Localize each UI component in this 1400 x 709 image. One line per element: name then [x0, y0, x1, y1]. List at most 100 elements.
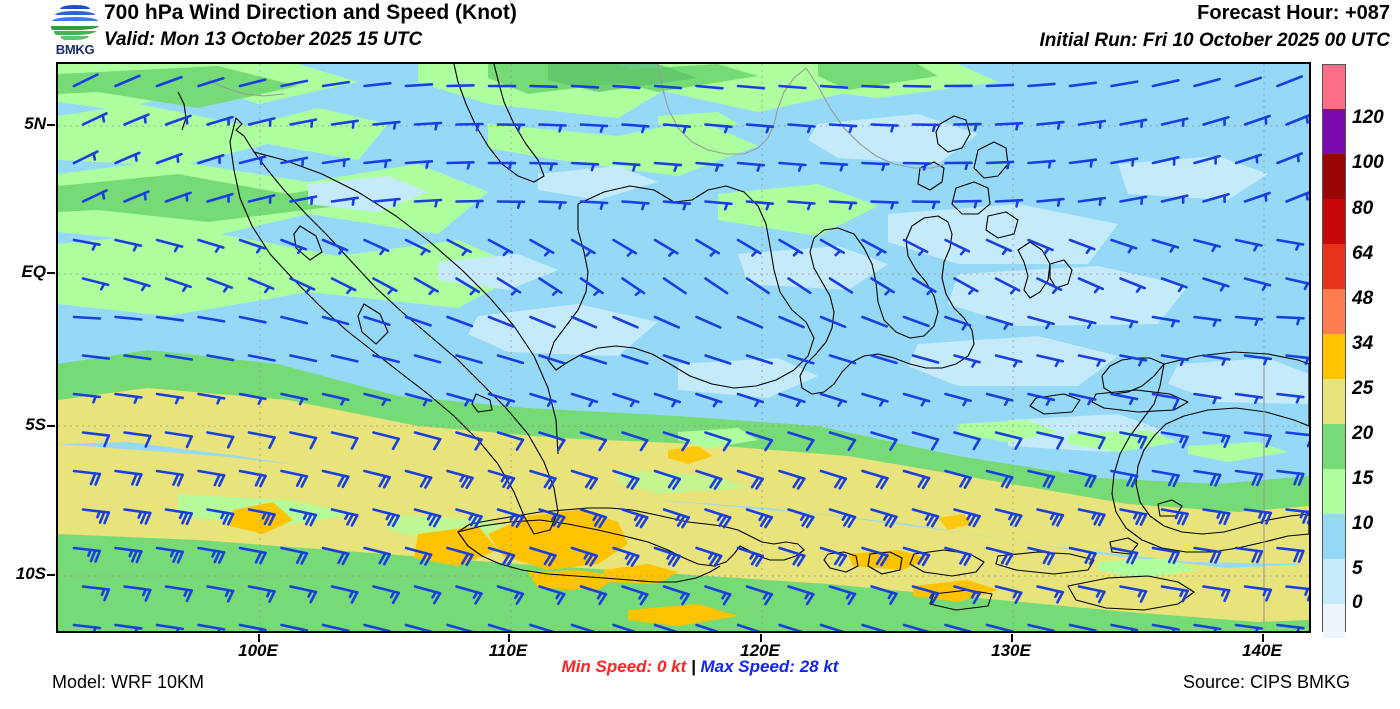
wind-barb	[1234, 546, 1264, 564]
wind-barb	[372, 431, 400, 451]
wind-barb	[155, 623, 184, 631]
wind-barb	[455, 431, 483, 451]
wind-barb	[695, 546, 723, 567]
wind-barb	[206, 431, 235, 449]
wind-barb	[944, 238, 971, 256]
wind-barb	[1110, 623, 1139, 631]
wind-barb	[787, 354, 815, 365]
wind-barb	[695, 84, 724, 90]
wind-barb	[1202, 508, 1231, 526]
wind-barb	[72, 546, 102, 563]
wind-barb	[1027, 238, 1054, 255]
wind-barb	[330, 277, 357, 295]
colorbar-label-20: 20	[1352, 423, 1374, 444]
wind-barb	[1077, 585, 1106, 604]
wind-barb	[985, 623, 1014, 631]
wind-barb	[612, 623, 637, 631]
wind-barb-layer	[72, 73, 1309, 631]
speed-fill-layer	[58, 64, 1309, 631]
bmkg-logo-text: BMKG	[55, 42, 95, 57]
wind-barb	[114, 469, 143, 487]
wind-barb	[164, 431, 193, 449]
wind-barb	[1202, 585, 1231, 603]
wind-barb	[123, 190, 150, 203]
wind-barb	[1234, 392, 1264, 404]
wind-barb	[114, 546, 143, 564]
wind-barb	[828, 431, 857, 452]
wind-barb	[206, 354, 235, 362]
wind-barb	[579, 431, 608, 452]
wind-barb	[570, 161, 600, 172]
wind-barb	[1151, 546, 1180, 565]
wind-barb	[538, 123, 567, 133]
wind-barb	[455, 508, 483, 528]
ylabel-10S: 10S	[15, 564, 46, 583]
colorbar-label-15: 15	[1352, 468, 1374, 489]
wind-barb	[953, 122, 982, 132]
wind-barb	[662, 508, 690, 529]
wind-barb	[446, 84, 475, 88]
wind-barb	[736, 315, 764, 329]
min-speed-value: 0 kt	[656, 657, 687, 676]
wind-barb	[787, 508, 815, 529]
wind-barb	[330, 508, 359, 527]
wind-barb	[280, 623, 309, 631]
xlabel-140E: 140E	[1242, 641, 1282, 660]
wind-barb	[446, 392, 474, 407]
wind-barb	[289, 118, 318, 128]
wind-barb	[330, 196, 359, 206]
wind-barb	[861, 546, 889, 567]
wind-barb	[819, 161, 849, 172]
wind-barb	[1036, 508, 1065, 527]
wind-barb	[819, 623, 845, 631]
wind-barb	[1276, 152, 1303, 165]
wind-barb	[496, 354, 525, 365]
xtick-110E	[508, 634, 510, 642]
wind-barb	[994, 585, 1023, 604]
colorbar-band-0-5	[1323, 559, 1345, 604]
wind-barb	[247, 194, 276, 204]
colorbar-label-5: 5	[1352, 558, 1363, 579]
colorbar-band-80-100	[1323, 154, 1345, 199]
wind-barb	[1068, 315, 1097, 329]
wind-barb	[1243, 585, 1273, 602]
wind-barb	[123, 585, 152, 602]
wind-barb	[1202, 354, 1231, 366]
wind-barb	[247, 585, 276, 603]
wind-barb	[247, 354, 276, 362]
colorbar-band-48-64	[1323, 244, 1345, 289]
wind-barb	[164, 114, 192, 126]
wind-barb	[1243, 114, 1271, 126]
wind-barb	[1193, 238, 1221, 253]
wind-barb	[413, 198, 443, 208]
colorbar-label-64: 64	[1352, 243, 1374, 264]
wind-barb	[828, 200, 858, 210]
wind-barb	[861, 469, 889, 490]
wind-barb	[819, 84, 849, 89]
speed-colorbar[interactable]	[1322, 64, 1346, 638]
wind-barb	[861, 161, 890, 172]
wind-barb	[579, 354, 608, 365]
wind-barb	[164, 585, 193, 603]
colorbar-band-5-10	[1323, 514, 1345, 559]
wind-barb	[404, 238, 431, 256]
min-speed-label: Min Speed:	[561, 657, 653, 676]
wind-map[interactable]: Copyright Sub Bidang Prediksi Cuaca BMKG…	[56, 62, 1311, 633]
wind-barb	[861, 238, 887, 257]
wind-barb	[612, 315, 639, 329]
wind-barb	[164, 508, 193, 526]
wind-barb	[704, 354, 732, 365]
wind-barb	[704, 277, 729, 295]
wind-barb	[902, 546, 931, 567]
wind-barb	[1077, 431, 1106, 450]
wind-barb	[1151, 623, 1180, 631]
wind-barb	[1036, 585, 1065, 604]
wind-barb	[1276, 469, 1305, 486]
wind-barb	[621, 354, 649, 365]
wind-barb	[155, 392, 184, 405]
wind-barb	[164, 277, 192, 292]
wind-barb	[363, 469, 391, 489]
wind-barb	[363, 158, 392, 169]
wind-barb	[1276, 623, 1305, 631]
wind-barb	[695, 238, 721, 257]
